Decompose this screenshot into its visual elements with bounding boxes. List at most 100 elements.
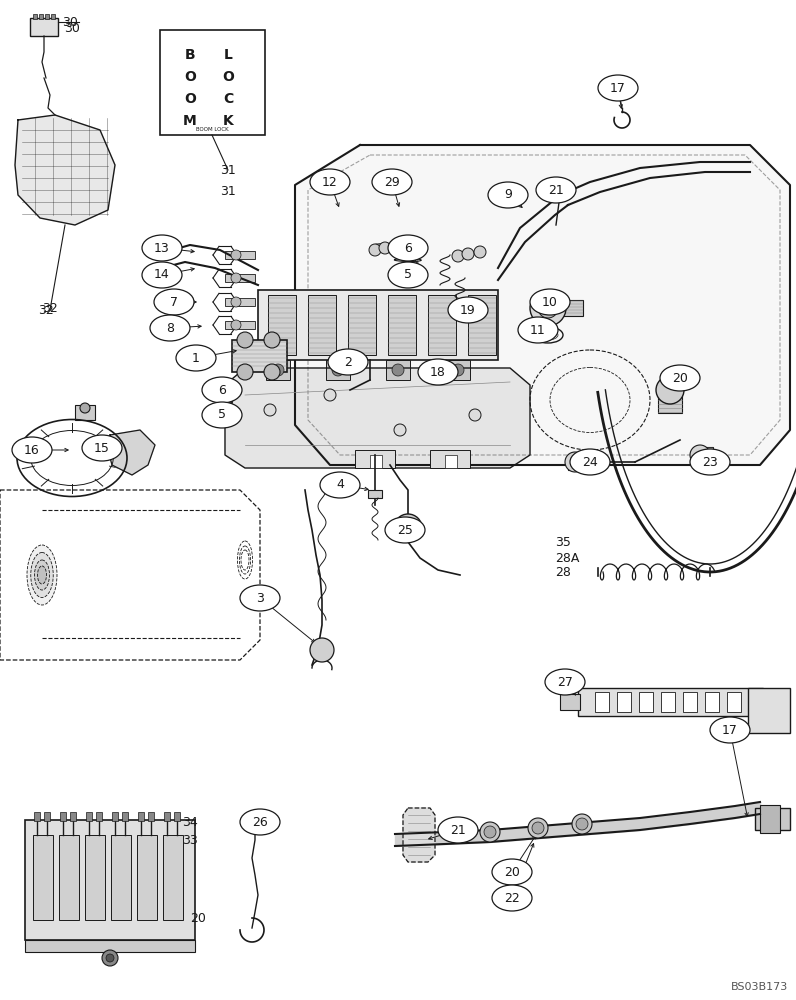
Ellipse shape — [570, 449, 610, 475]
Polygon shape — [108, 430, 155, 475]
Ellipse shape — [142, 262, 182, 288]
Text: 26: 26 — [252, 816, 268, 828]
Circle shape — [690, 445, 710, 465]
Circle shape — [264, 332, 280, 348]
Bar — [705, 692, 719, 712]
Text: 29: 29 — [384, 176, 400, 188]
Bar — [137, 835, 157, 920]
Ellipse shape — [202, 377, 242, 403]
Bar — [34, 812, 40, 821]
Bar — [45, 14, 49, 19]
Text: 6: 6 — [404, 241, 412, 254]
Text: 21: 21 — [450, 824, 466, 836]
Circle shape — [528, 818, 548, 838]
Ellipse shape — [438, 817, 478, 843]
Ellipse shape — [82, 435, 122, 461]
Text: 33: 33 — [182, 834, 198, 846]
Ellipse shape — [488, 182, 528, 208]
Bar — [138, 812, 144, 821]
Text: BS03B173: BS03B173 — [731, 982, 788, 992]
Circle shape — [469, 409, 481, 421]
Bar — [370, 455, 382, 468]
Bar — [468, 295, 496, 355]
Ellipse shape — [372, 169, 412, 195]
Bar — [639, 692, 653, 712]
Text: 9: 9 — [504, 188, 512, 202]
Text: 31: 31 — [220, 163, 236, 176]
Circle shape — [310, 638, 334, 662]
Ellipse shape — [27, 545, 57, 605]
Bar — [258, 290, 498, 360]
Circle shape — [80, 403, 90, 413]
Circle shape — [231, 297, 241, 307]
Circle shape — [532, 822, 544, 834]
Circle shape — [247, 814, 263, 830]
Bar — [748, 688, 790, 733]
Ellipse shape — [492, 885, 532, 911]
Ellipse shape — [34, 560, 49, 590]
Ellipse shape — [37, 566, 46, 584]
Circle shape — [324, 389, 336, 401]
Text: 12: 12 — [322, 176, 338, 188]
Bar — [348, 295, 376, 355]
Bar — [225, 274, 255, 282]
Bar — [683, 692, 697, 712]
Circle shape — [530, 290, 566, 326]
Text: O: O — [184, 70, 196, 84]
Polygon shape — [295, 145, 790, 465]
Text: 30: 30 — [64, 21, 80, 34]
Bar — [727, 692, 741, 712]
Ellipse shape — [660, 365, 700, 391]
Bar — [428, 295, 456, 355]
Bar — [51, 14, 55, 19]
Circle shape — [538, 298, 558, 318]
Ellipse shape — [154, 289, 194, 315]
Text: 18: 18 — [430, 365, 446, 378]
Ellipse shape — [320, 472, 360, 498]
Polygon shape — [15, 115, 115, 225]
Bar — [232, 340, 287, 372]
Text: 32: 32 — [42, 302, 58, 314]
Text: 28: 28 — [555, 566, 571, 580]
Ellipse shape — [385, 517, 425, 543]
Text: 24: 24 — [582, 456, 598, 468]
Text: 21: 21 — [548, 184, 564, 196]
Ellipse shape — [598, 75, 638, 101]
Circle shape — [572, 814, 592, 834]
Bar — [75, 405, 95, 420]
Text: 31: 31 — [220, 185, 236, 198]
Text: 2: 2 — [344, 356, 352, 368]
Text: 32: 32 — [38, 304, 54, 316]
Ellipse shape — [388, 262, 428, 288]
Text: K: K — [223, 114, 233, 128]
Bar — [33, 14, 37, 19]
Text: C: C — [223, 92, 233, 106]
Bar — [430, 450, 470, 468]
Bar — [148, 812, 154, 821]
Bar — [112, 812, 118, 821]
Circle shape — [332, 364, 344, 376]
Text: B: B — [185, 48, 195, 62]
Ellipse shape — [31, 552, 53, 597]
Circle shape — [369, 244, 381, 256]
Bar — [70, 812, 76, 821]
Bar — [59, 835, 79, 920]
Bar — [560, 694, 580, 710]
Bar — [25, 820, 195, 940]
Ellipse shape — [150, 315, 190, 341]
Circle shape — [394, 424, 406, 436]
Bar — [445, 455, 457, 468]
Circle shape — [484, 826, 496, 838]
Text: 15: 15 — [94, 442, 110, 454]
Text: 19: 19 — [460, 304, 476, 316]
Ellipse shape — [545, 669, 585, 695]
Text: 3: 3 — [256, 591, 264, 604]
Circle shape — [392, 364, 404, 376]
Circle shape — [462, 248, 474, 260]
Bar — [225, 298, 255, 306]
Text: M: M — [183, 114, 197, 128]
Ellipse shape — [176, 345, 216, 371]
Text: 34: 34 — [182, 816, 198, 828]
Text: 30: 30 — [62, 15, 78, 28]
Circle shape — [565, 452, 585, 472]
